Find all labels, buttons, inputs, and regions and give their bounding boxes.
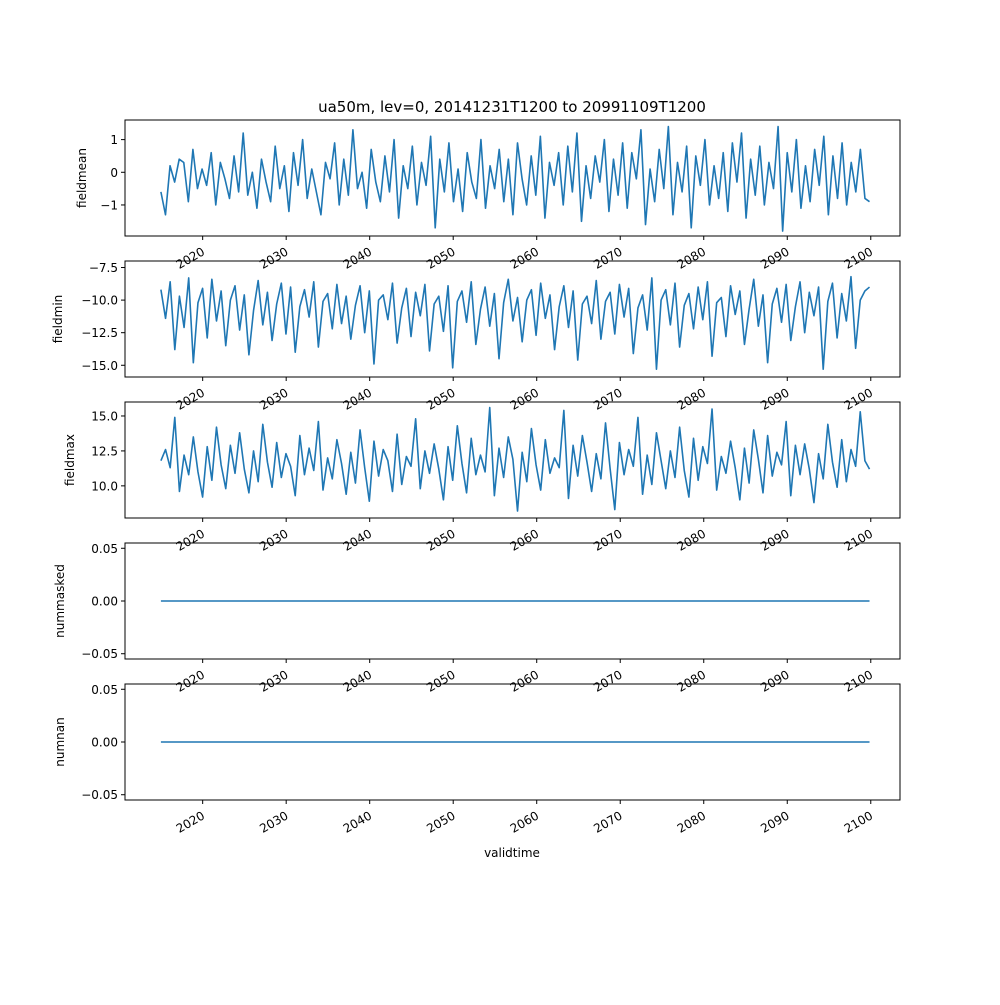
y-axis-label: numnan (53, 717, 67, 766)
y-tick-label: −10.0 (81, 294, 118, 308)
y-axis-label: fieldmean (75, 148, 89, 208)
y-tick-label: 12.5 (91, 444, 118, 458)
y-tick-label: 0.05 (91, 683, 118, 697)
series-line-fieldmax (160, 406, 871, 512)
series-line-fieldmean (160, 125, 870, 232)
y-tick-label: 15.0 (91, 409, 118, 423)
y-tick-label: −15.0 (81, 359, 118, 373)
y-tick-label: 0.00 (91, 736, 118, 750)
y-tick-label: 1 (110, 133, 118, 147)
y-tick-label: −12.5 (81, 326, 118, 340)
axes-frame (124, 260, 901, 378)
y-tick-label: −0.05 (81, 788, 118, 802)
series-line-fieldmin (160, 275, 871, 370)
axes-frame (124, 119, 901, 237)
axes-frame (124, 401, 901, 519)
y-axis-label: fieldmax (63, 434, 77, 486)
y-tick-label: −0.05 (81, 647, 118, 661)
y-axis-label: fieldmin (51, 295, 65, 344)
y-tick-label: 0.05 (91, 542, 118, 556)
y-axis-label: nummasked (53, 564, 67, 638)
y-tick-label: 10.0 (91, 479, 118, 493)
chart-title: ua50m, lev=0, 20141231T1200 to 20991109T… (318, 98, 706, 116)
y-tick-label: 0 (110, 166, 118, 180)
y-tick-label: 0.00 (91, 595, 118, 609)
y-tick-label: −7.5 (89, 261, 118, 275)
y-tick-label: −1 (100, 198, 118, 212)
x-axis-label: validtime (484, 846, 540, 860)
